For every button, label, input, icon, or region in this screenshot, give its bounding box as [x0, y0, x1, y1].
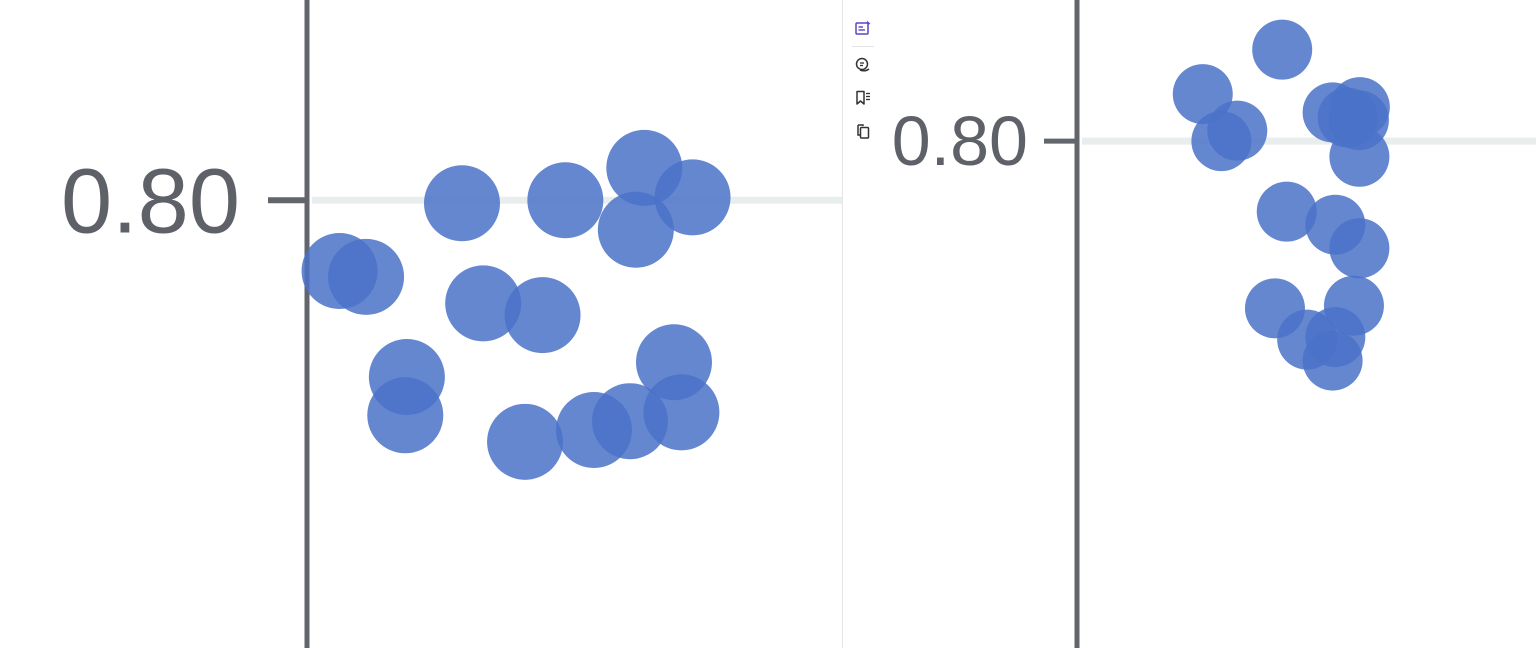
scatter-point — [1252, 19, 1313, 80]
scatter-point — [654, 159, 731, 236]
scatter-point — [445, 265, 522, 342]
edit-note-button[interactable] — [850, 16, 876, 40]
scatter-point — [1191, 111, 1252, 172]
toolbar-divider — [852, 46, 874, 47]
side-toolbar — [842, 0, 882, 648]
scatter-point — [597, 191, 674, 268]
scatter-point — [1302, 330, 1363, 391]
scatter-point — [487, 403, 564, 480]
scatter-plot-right: 0.80 — [892, 0, 1536, 648]
scatter-point — [328, 238, 405, 315]
bookmark-list-icon — [856, 90, 870, 105]
scatter-point — [423, 165, 500, 242]
scatter-point — [367, 377, 444, 454]
scatter-point — [1256, 181, 1317, 242]
scatter-point — [1329, 126, 1390, 187]
scatter-chart-left: 0.80 — [60, 0, 842, 648]
scatter-point — [1329, 77, 1390, 138]
scatter-point — [504, 277, 581, 354]
scatter-plot-left: 0.80 — [61, 0, 842, 648]
chat-button[interactable] — [850, 53, 876, 77]
copy-icon — [857, 124, 870, 139]
scatter-chart-right: 0.80 — [882, 0, 1536, 648]
scatter-point — [1329, 218, 1390, 279]
scatter-point — [527, 162, 604, 239]
copy-button[interactable] — [850, 119, 876, 143]
scatter-point — [643, 374, 720, 451]
chat-icon — [855, 57, 870, 72]
bookmark-list-button[interactable] — [850, 86, 876, 110]
y-tick-label: 0.80 — [892, 102, 1028, 180]
edit-note-icon — [855, 20, 871, 35]
y-tick-label: 0.80 — [61, 150, 240, 252]
